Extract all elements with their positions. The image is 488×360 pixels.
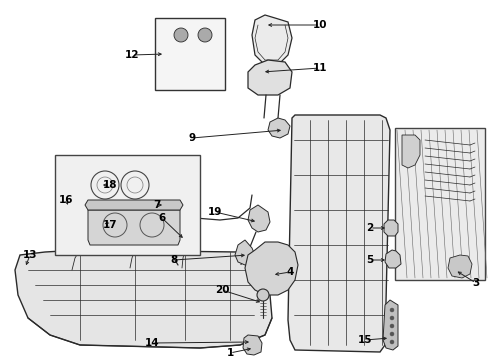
Circle shape (389, 340, 393, 344)
Polygon shape (243, 335, 262, 355)
Circle shape (389, 324, 393, 328)
Polygon shape (382, 300, 397, 350)
Polygon shape (88, 210, 180, 245)
Circle shape (389, 316, 393, 320)
Text: 10: 10 (312, 20, 326, 30)
Polygon shape (267, 118, 289, 138)
Polygon shape (401, 135, 419, 168)
Text: 12: 12 (124, 50, 139, 60)
Polygon shape (447, 255, 471, 278)
Text: 7: 7 (153, 200, 161, 210)
Bar (55, 155, 200, 255)
Circle shape (174, 28, 187, 42)
Text: 3: 3 (471, 278, 479, 288)
Circle shape (389, 308, 393, 312)
Polygon shape (251, 15, 291, 65)
Circle shape (198, 28, 212, 42)
Text: 19: 19 (207, 207, 222, 217)
Text: 8: 8 (170, 255, 177, 265)
Text: 14: 14 (144, 338, 159, 348)
Text: 13: 13 (23, 250, 37, 260)
Bar (155, 18, 224, 90)
Circle shape (257, 289, 268, 301)
Text: 9: 9 (188, 133, 195, 143)
Polygon shape (235, 240, 254, 265)
Text: 5: 5 (366, 255, 373, 265)
Polygon shape (383, 220, 397, 236)
Text: 2: 2 (366, 223, 373, 233)
Polygon shape (384, 250, 400, 268)
Polygon shape (85, 200, 183, 210)
Text: 11: 11 (312, 63, 326, 73)
Polygon shape (244, 242, 297, 295)
Text: 16: 16 (59, 195, 73, 205)
Polygon shape (15, 250, 271, 348)
Circle shape (389, 332, 393, 336)
Polygon shape (287, 115, 389, 352)
Text: 15: 15 (357, 335, 371, 345)
Text: 17: 17 (102, 220, 117, 230)
Text: 4: 4 (286, 267, 293, 277)
Bar (394, 128, 484, 280)
Text: 1: 1 (226, 348, 233, 358)
Polygon shape (247, 60, 291, 95)
Text: 18: 18 (102, 180, 117, 190)
Text: 6: 6 (158, 213, 165, 223)
Text: 20: 20 (214, 285, 229, 295)
Polygon shape (158, 195, 176, 212)
Polygon shape (247, 205, 269, 232)
